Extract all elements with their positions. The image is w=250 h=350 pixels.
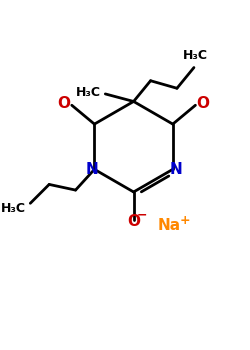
Text: +: + (179, 214, 190, 227)
Text: Na: Na (158, 218, 181, 233)
Text: H₃C: H₃C (1, 202, 26, 216)
Text: H₃C: H₃C (76, 86, 101, 99)
Text: N: N (169, 162, 182, 177)
Text: O: O (127, 214, 140, 229)
Text: O: O (58, 96, 71, 111)
Text: H₃C: H₃C (183, 49, 208, 62)
Text: N: N (85, 162, 98, 177)
Text: −: − (137, 208, 147, 221)
Text: O: O (196, 96, 209, 111)
